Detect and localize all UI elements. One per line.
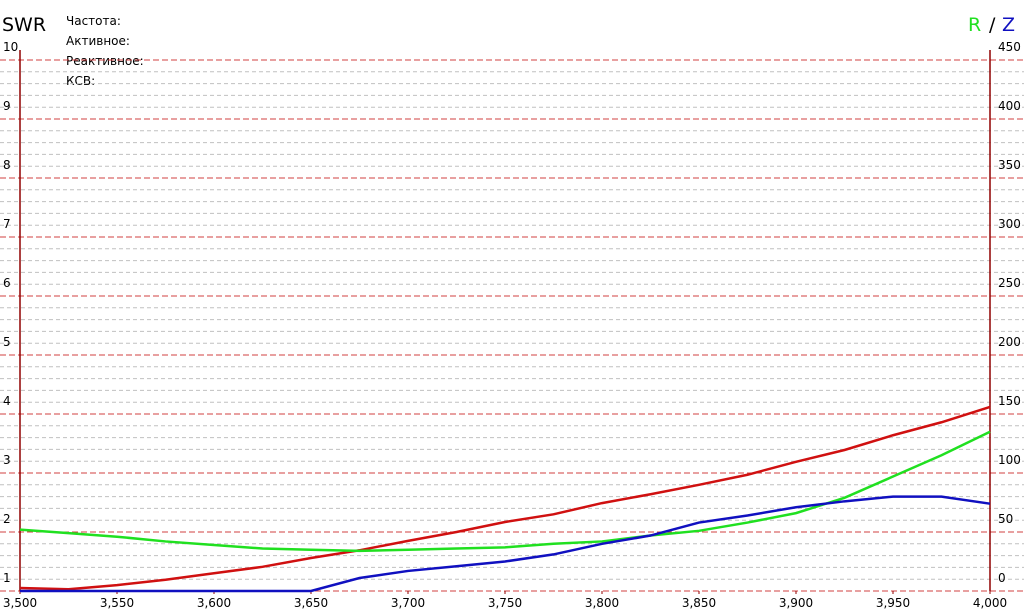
y2-tick-label: 100 xyxy=(998,453,1021,467)
y2-tick-label: 350 xyxy=(998,158,1021,172)
x-tick-label: 3,800 xyxy=(585,596,619,610)
legend-z: Z xyxy=(1002,14,1015,36)
y-tick-label: 7 xyxy=(3,217,11,231)
y2-tick-label: 300 xyxy=(998,217,1021,231)
x-tick-label: 3,700 xyxy=(391,596,425,610)
y2-tick-label: 250 xyxy=(998,276,1021,290)
readout-label: КСВ: xyxy=(66,74,95,88)
y-tick-label: 1 xyxy=(3,571,11,585)
y2-tick-label: 150 xyxy=(998,394,1021,408)
x-tick-label: 3,900 xyxy=(779,596,813,610)
y-tick-label: 10 xyxy=(3,40,18,54)
readout-label: Активное: xyxy=(66,34,130,48)
y-tick-label: 4 xyxy=(3,394,11,408)
y-tick-label: 9 xyxy=(3,99,11,113)
x-tick-label: 3,850 xyxy=(682,596,716,610)
x-tick-label: 4,000 xyxy=(973,596,1007,610)
readout-label: Реактивное: xyxy=(66,54,144,68)
y2-tick-label: 400 xyxy=(998,99,1021,113)
y2-tick-label: 200 xyxy=(998,335,1021,349)
legend-separator: / xyxy=(989,14,996,36)
x-tick-label: 3,500 xyxy=(3,596,37,610)
y2-tick-label: 50 xyxy=(998,512,1013,526)
readout-label: Частота: xyxy=(66,14,121,28)
x-tick-label: 3,550 xyxy=(100,596,134,610)
chart-title: SWR xyxy=(2,14,46,36)
series-line xyxy=(20,495,991,593)
legend-r: R xyxy=(968,14,981,36)
x-tick-label: 3,750 xyxy=(488,596,522,610)
y-tick-label: 2 xyxy=(3,512,11,526)
y-tick-label: 3 xyxy=(3,453,11,467)
x-tick-label: 3,600 xyxy=(197,596,231,610)
x-tick-label: 3,950 xyxy=(876,596,910,610)
y-tick-label: 5 xyxy=(3,335,11,349)
series-line xyxy=(19,405,991,591)
y-tick-label: 6 xyxy=(3,276,11,290)
y-tick-label: 8 xyxy=(3,158,11,172)
x-tick-label: 3,650 xyxy=(294,596,328,610)
y2-tick-label: 0 xyxy=(998,571,1006,585)
y2-tick-label: 450 xyxy=(998,40,1021,54)
